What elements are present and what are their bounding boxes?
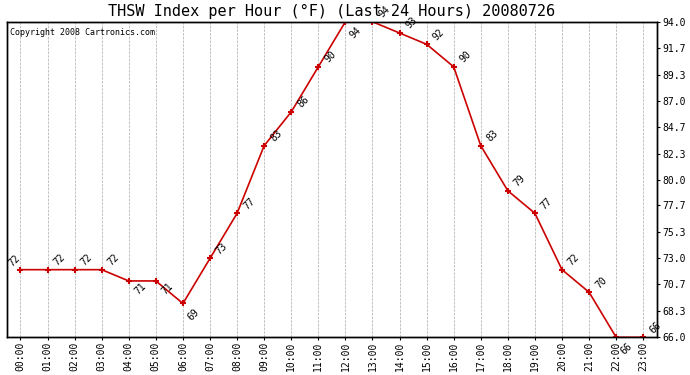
Text: 94: 94 [348, 25, 364, 40]
Text: 72: 72 [79, 252, 94, 267]
Text: 72: 72 [106, 252, 121, 267]
Text: 83: 83 [268, 128, 284, 144]
Text: 83: 83 [485, 128, 500, 144]
Text: 77: 77 [539, 196, 555, 211]
Text: 72: 72 [7, 254, 22, 269]
Title: THSW Index per Hour (°F) (Last 24 Hours) 20080726: THSW Index per Hour (°F) (Last 24 Hours)… [108, 4, 555, 19]
Text: 70: 70 [593, 274, 609, 290]
Text: 90: 90 [322, 49, 338, 64]
Text: 69: 69 [186, 307, 201, 322]
Text: 92: 92 [431, 27, 446, 42]
Text: 86: 86 [295, 94, 310, 110]
Text: 73: 73 [214, 241, 230, 256]
Text: 79: 79 [512, 173, 527, 189]
Text: Copyright 2008 Cartronics.com: Copyright 2008 Cartronics.com [10, 28, 155, 37]
Text: 71: 71 [133, 282, 148, 297]
Text: 71: 71 [160, 282, 175, 297]
Text: 77: 77 [241, 196, 257, 211]
Text: 66: 66 [619, 340, 634, 356]
Text: 72: 72 [566, 252, 582, 267]
Text: 90: 90 [458, 49, 473, 64]
Text: 93: 93 [404, 15, 419, 31]
Text: 72: 72 [52, 252, 67, 267]
Text: 66: 66 [647, 320, 663, 335]
Text: 94: 94 [377, 4, 392, 20]
